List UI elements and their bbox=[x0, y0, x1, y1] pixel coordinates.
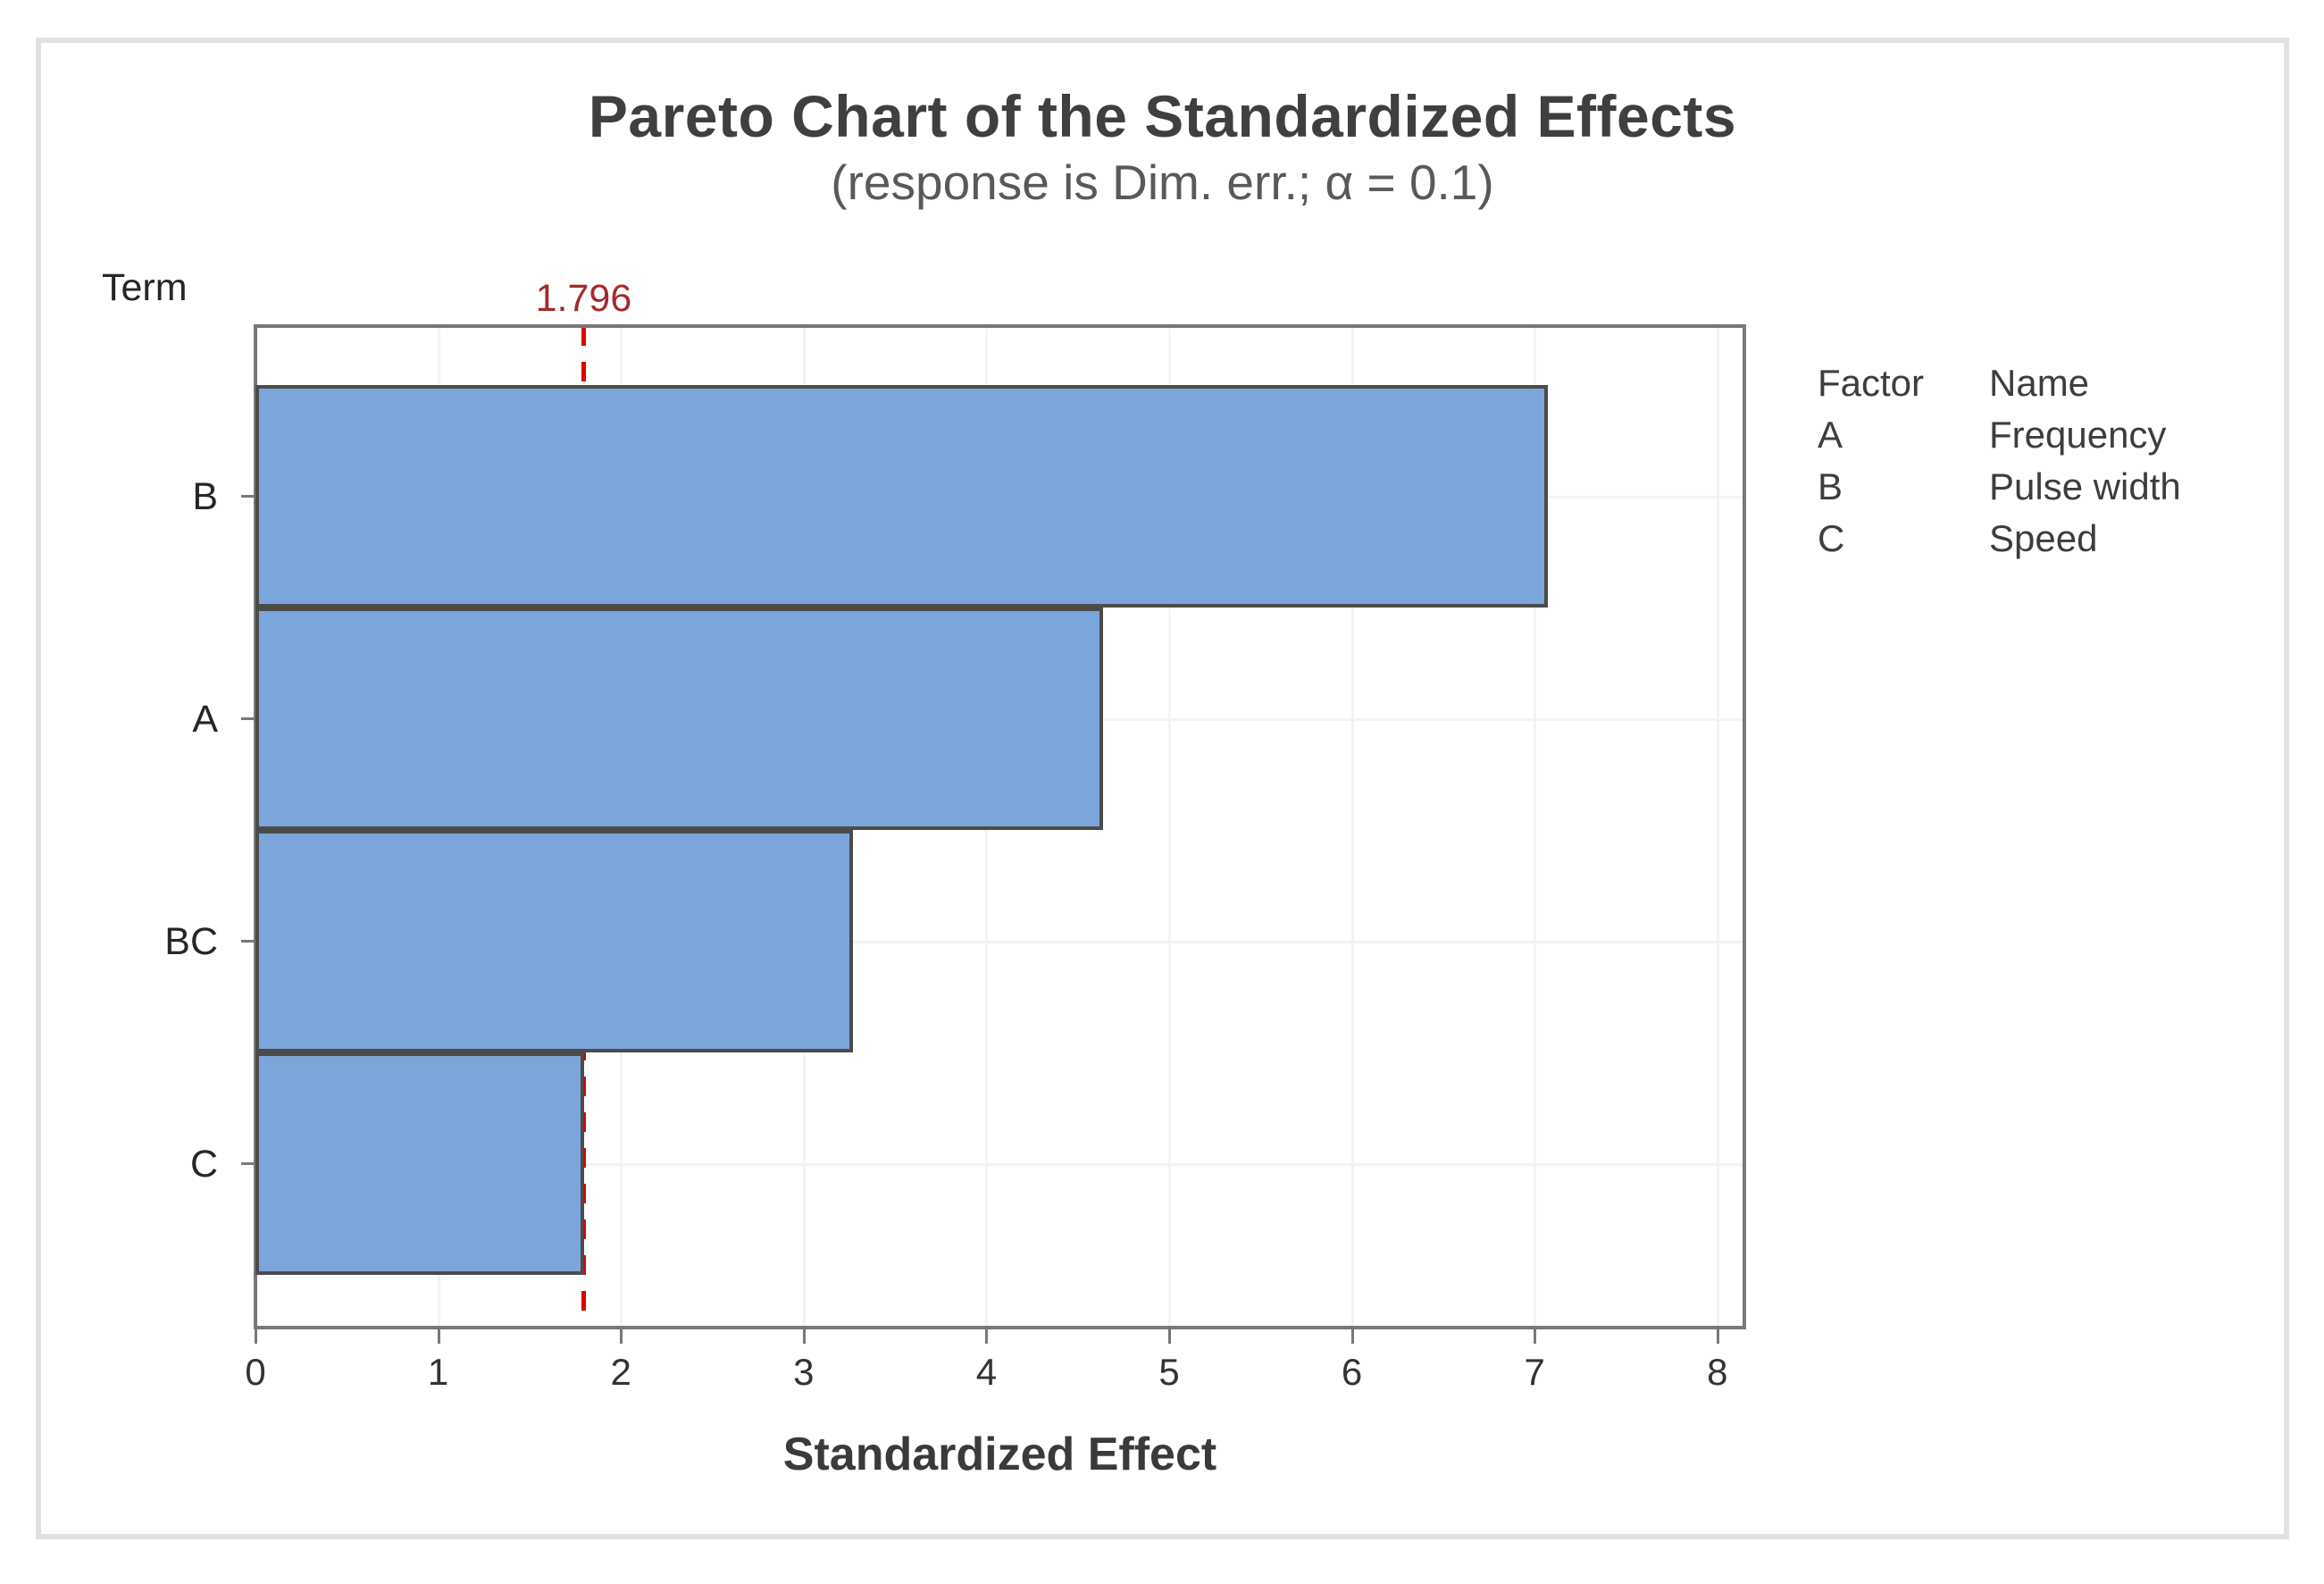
legend-factor-C: C bbox=[1818, 517, 1845, 559]
x-axis-tick bbox=[1168, 1329, 1171, 1344]
vertical-gridline bbox=[1350, 328, 1354, 1326]
y-axis-tick bbox=[241, 717, 255, 720]
x-tick-label: 5 bbox=[1158, 1351, 1180, 1393]
legend-name-A: Frequency bbox=[1989, 414, 2167, 456]
x-axis-title: Standardized Effect bbox=[782, 1429, 1217, 1480]
x-tick-label: 0 bbox=[245, 1351, 266, 1393]
x-tick-label: 3 bbox=[793, 1351, 815, 1393]
factor-legend-table: Factor Name A Frequency B Pulse width C Speed bbox=[1818, 357, 2181, 565]
x-axis-tick bbox=[1534, 1329, 1537, 1344]
chart-title: Pareto Chart of the Standardized Effects bbox=[588, 83, 1737, 149]
horizontal-gridline bbox=[257, 1162, 1743, 1166]
y-axis-tick bbox=[241, 939, 255, 943]
legend-factor-A: A bbox=[1818, 414, 1843, 456]
category-label-A: A bbox=[192, 697, 218, 741]
x-axis-tick bbox=[985, 1329, 989, 1344]
x-axis-tick bbox=[437, 1329, 440, 1344]
x-axis-tick bbox=[802, 1329, 806, 1344]
bar-C bbox=[255, 1052, 585, 1275]
category-label-B: B bbox=[192, 474, 218, 518]
x-tick-label: 2 bbox=[610, 1351, 631, 1393]
y-axis-title: Term bbox=[102, 266, 188, 309]
bar-A bbox=[255, 608, 1104, 830]
x-axis-tick bbox=[1350, 1329, 1354, 1344]
category-label-C: C bbox=[189, 1142, 218, 1186]
legend-header-factor: Factor bbox=[1818, 362, 1925, 404]
chart-subtitle: (response is Dim. err.; α = 0.1) bbox=[831, 155, 1494, 210]
x-axis-tick bbox=[1716, 1329, 1719, 1344]
reference-line-label: 1.796 bbox=[535, 277, 632, 320]
vertical-gridline bbox=[1534, 328, 1537, 1326]
bar-B bbox=[255, 385, 1548, 608]
legend-factor-B: B bbox=[1818, 465, 1843, 507]
x-tick-label: 1 bbox=[427, 1351, 449, 1393]
legend-name-C: Speed bbox=[1989, 517, 2098, 559]
x-axis-tick bbox=[255, 1329, 257, 1344]
bar-BC bbox=[255, 830, 854, 1052]
factor-legend: Factor Name A Frequency B Pulse width C Speed bbox=[1818, 357, 2181, 565]
category-label-BC: BC bbox=[164, 919, 218, 963]
x-axis-tick bbox=[620, 1329, 623, 1344]
horizontal-gridline bbox=[257, 940, 1743, 943]
legend-header-name: Name bbox=[1989, 362, 2090, 404]
y-axis-tick bbox=[241, 494, 255, 498]
x-tick-label: 7 bbox=[1524, 1351, 1545, 1393]
legend-name-B: Pulse width bbox=[1989, 465, 2181, 507]
x-tick-label: 4 bbox=[975, 1351, 998, 1393]
y-axis-tick bbox=[241, 1161, 255, 1165]
x-tick-label: 8 bbox=[1707, 1351, 1728, 1393]
x-tick-label: 6 bbox=[1341, 1351, 1363, 1393]
vertical-gridline bbox=[1168, 328, 1171, 1326]
vertical-gridline bbox=[1716, 328, 1719, 1326]
